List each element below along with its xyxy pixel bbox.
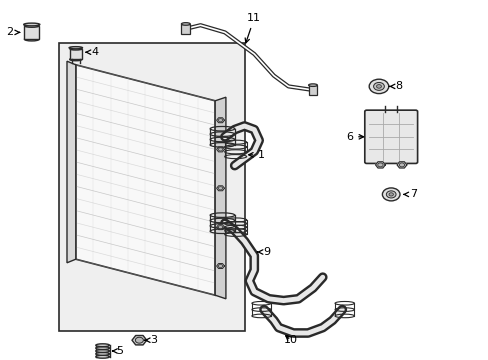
Polygon shape: [216, 186, 224, 191]
Ellipse shape: [24, 24, 39, 27]
Circle shape: [398, 163, 404, 167]
Circle shape: [135, 337, 143, 343]
Text: 3: 3: [144, 335, 157, 345]
Polygon shape: [216, 225, 224, 230]
Bar: [24, 26, 39, 39]
Circle shape: [386, 191, 395, 198]
Text: 10: 10: [284, 335, 297, 345]
Ellipse shape: [96, 355, 109, 358]
Polygon shape: [67, 61, 76, 263]
Text: 1: 1: [248, 150, 264, 160]
Circle shape: [377, 163, 383, 167]
Polygon shape: [215, 97, 225, 299]
Circle shape: [376, 85, 381, 88]
Ellipse shape: [96, 347, 109, 350]
Ellipse shape: [308, 84, 317, 86]
Circle shape: [218, 187, 222, 190]
Bar: [59, 43, 244, 331]
Circle shape: [382, 188, 399, 201]
Circle shape: [368, 79, 388, 94]
Ellipse shape: [69, 47, 82, 49]
Text: 8: 8: [388, 81, 401, 91]
Polygon shape: [216, 147, 224, 152]
FancyBboxPatch shape: [364, 110, 417, 163]
Circle shape: [218, 148, 222, 151]
Ellipse shape: [96, 350, 109, 352]
Text: 4: 4: [86, 47, 99, 57]
Text: 6: 6: [346, 132, 363, 142]
Ellipse shape: [69, 58, 81, 61]
Circle shape: [373, 82, 384, 90]
Circle shape: [218, 265, 222, 267]
Text: 11: 11: [244, 13, 261, 43]
Ellipse shape: [69, 47, 81, 50]
Ellipse shape: [181, 23, 190, 25]
Bar: [181, 24, 190, 33]
Text: 2: 2: [6, 27, 20, 37]
Ellipse shape: [96, 344, 109, 347]
Bar: [69, 49, 81, 59]
Bar: [308, 85, 317, 95]
Polygon shape: [216, 118, 224, 123]
Polygon shape: [76, 65, 215, 295]
Circle shape: [218, 119, 222, 122]
Circle shape: [388, 193, 392, 196]
Polygon shape: [375, 162, 385, 168]
Ellipse shape: [96, 352, 109, 355]
Text: 9: 9: [257, 247, 269, 257]
Text: 5: 5: [113, 346, 123, 356]
Ellipse shape: [23, 23, 40, 26]
Polygon shape: [216, 264, 224, 269]
Text: 7: 7: [403, 189, 416, 199]
Circle shape: [218, 226, 222, 229]
Polygon shape: [132, 336, 146, 345]
Polygon shape: [396, 162, 406, 168]
Ellipse shape: [24, 37, 39, 41]
